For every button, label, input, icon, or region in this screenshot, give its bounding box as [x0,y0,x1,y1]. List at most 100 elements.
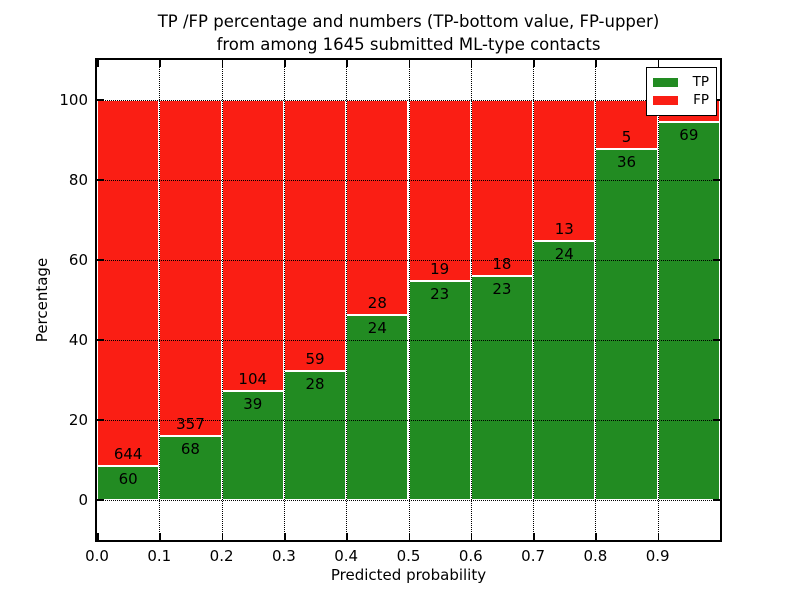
y-tick-left [97,99,104,101]
x-tick-bottom [533,533,535,540]
gridline-x-0.9 [657,60,659,540]
x-tick-top [346,60,348,67]
bar-segment-tp-4 [346,315,409,500]
bar-segment-tp-5 [408,280,471,500]
x-tick-top [408,60,411,67]
y-tick-left [97,499,104,501]
y-tick-right [713,259,720,261]
x-tick-label-0.4: 0.4 [334,547,359,565]
tp-count-label-2: 39 [243,394,263,413]
x-tick-top [159,60,161,67]
bar-segment-fp-5 [408,100,471,281]
bar-segment-tp-3 [283,371,347,500]
x-tick-label-0.1: 0.1 [147,547,172,565]
x-tick-top [221,60,224,67]
fp-count-label-6: 18 [492,254,512,273]
gridline-x-0.6 [470,60,472,540]
bar-segment-fp-4 [346,100,409,316]
chart-title: TP /FP percentage and numbers (TP-bottom… [97,10,720,56]
x-tick-bottom [97,533,99,540]
y-tick-right [713,499,720,501]
x-tick-bottom [159,533,161,540]
x-tick-label-0.6: 0.6 [458,547,483,565]
plot-area: 644 60 357 68 104 39 59 28 28 24 19 23 18 23 13 24 5 36 69 [95,58,722,542]
x-tick-bottom [657,533,660,540]
x-tick-top [97,60,99,67]
fp-count-label-5: 19 [430,259,450,278]
fp-count-label-3: 59 [305,350,325,369]
gridline-x-0.1 [159,60,161,540]
y-tick-label-80: 80 [68,171,88,189]
x-tick-bottom [595,533,598,540]
legend-label-tp: TP [692,74,709,90]
bar-segment-tp-1 [159,436,222,500]
x-tick-top [470,60,473,67]
legend-label-fp: FP [693,92,709,108]
x-tick-top [533,60,535,67]
gridline-x-0.2 [221,60,223,540]
y-tick-left [97,419,104,421]
x-tick-top [657,60,660,67]
tp-count-label-4: 24 [367,319,387,338]
x-tick-bottom [470,533,473,540]
tp-count-label-7: 24 [554,244,574,263]
gridline-x-0.3 [283,60,285,540]
fp-count-label-8: 5 [621,127,632,146]
bar-segment-fp-6 [470,100,534,276]
bar-segment-fp-1 [159,100,222,436]
bar-segment-tp-7 [533,240,596,500]
y-tick-left [97,179,104,181]
tp-count-label-6: 23 [492,279,512,298]
fp-count-label-0: 644 [113,444,143,463]
x-tick-bottom [221,533,224,540]
x-tick-bottom [408,533,411,540]
y-tick-left [97,259,104,261]
y-tick-label-0: 0 [78,491,88,509]
legend-item-tp: TP [653,74,709,91]
legend: TP FP [646,67,717,116]
bar-segment-fp-2 [221,100,284,391]
y-tick-label-60: 60 [68,251,88,269]
gridline-x-0.4 [346,60,348,540]
tp-count-label-9: 69 [679,125,699,144]
y-tick-right [713,419,720,421]
y-tick-right [713,179,720,181]
bar-segment-fp-0 [97,100,160,466]
fp-count-label-1: 357 [176,415,205,433]
fp-count-label-4: 28 [367,294,387,313]
tp-count-label-1: 68 [180,440,200,458]
tp-count-label-3: 28 [305,375,325,394]
y-tick-label-20: 20 [68,411,88,429]
gridline-x-0.5 [408,60,410,540]
fp-count-label-7: 13 [554,219,574,238]
x-tick-bottom [283,533,286,540]
bar-segment-fp-3 [283,100,347,372]
x-tick-bottom [346,533,348,540]
x-tick-label-0.5: 0.5 [396,547,421,565]
x-tick-label-0.8: 0.8 [583,547,608,565]
x-tick-label-0.3: 0.3 [271,547,296,565]
bar-segment-tp-6 [470,275,534,500]
x-tick-label-0.2: 0.2 [209,547,234,565]
x-tick-top [283,60,286,67]
x-tick-label-0.9: 0.9 [645,547,670,565]
tp-count-label-0: 60 [118,469,138,488]
chart-title-line1: TP /FP percentage and numbers (TP-bottom… [157,12,660,31]
x-tick-label-0.7: 0.7 [521,547,546,565]
plot-inner: 644 60 357 68 104 39 59 28 28 24 19 23 18 23 13 24 5 36 69 [97,60,720,540]
tp-color-swatch [653,78,678,87]
y-tick-label-100: 100 [59,91,88,109]
gridline-x-0.8 [595,60,597,540]
y-tick-right [713,339,720,341]
tp-count-label-5: 23 [430,284,450,303]
x-axis-label: Predicted probability [330,566,487,584]
fp-count-label-2: 104 [238,369,268,388]
chart-title-line2: from among 1645 submitted ML-type contac… [216,35,601,54]
bar-segment-tp-8 [595,148,658,500]
bar-segment-tp-9 [657,121,720,500]
bar-segment-tp-0 [97,465,160,500]
y-tick-left [97,339,104,341]
x-tick-top [595,60,598,67]
gridline-x-0.7 [533,60,535,540]
